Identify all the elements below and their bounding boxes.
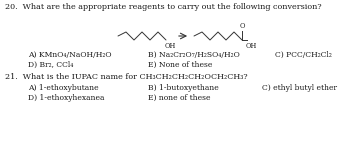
Text: D) Br₂, CCl₄: D) Br₂, CCl₄ — [28, 61, 74, 69]
Text: B) 1-butoxyethane: B) 1-butoxyethane — [148, 84, 219, 92]
Text: 21.  What is the IUPAC name for CH₃CH₂CH₂CH₂OCH₂CH₃?: 21. What is the IUPAC name for CH₃CH₂CH₂… — [5, 73, 248, 81]
Text: E) none of these: E) none of these — [148, 94, 210, 102]
Text: O: O — [240, 22, 245, 31]
Text: E) None of these: E) None of these — [148, 61, 212, 69]
Text: C) PCC/CH₂Cl₂: C) PCC/CH₂Cl₂ — [275, 51, 332, 59]
Text: A) KMnO₄/NaOH/H₂O: A) KMnO₄/NaOH/H₂O — [28, 51, 112, 59]
Text: A) 1-ethoxybutane: A) 1-ethoxybutane — [28, 84, 99, 92]
Text: B) Na₂Cr₂O₇/H₂SO₄/H₂O: B) Na₂Cr₂O₇/H₂SO₄/H₂O — [148, 51, 240, 59]
Text: 20.  What are the appropriate reagents to carry out the following conversion?: 20. What are the appropriate reagents to… — [5, 3, 322, 11]
Text: C) ethyl butyl ether: C) ethyl butyl ether — [262, 84, 337, 92]
Text: OH: OH — [246, 42, 257, 50]
Text: D) 1-ethoxyhexanea: D) 1-ethoxyhexanea — [28, 94, 105, 102]
Text: OH: OH — [165, 42, 176, 50]
